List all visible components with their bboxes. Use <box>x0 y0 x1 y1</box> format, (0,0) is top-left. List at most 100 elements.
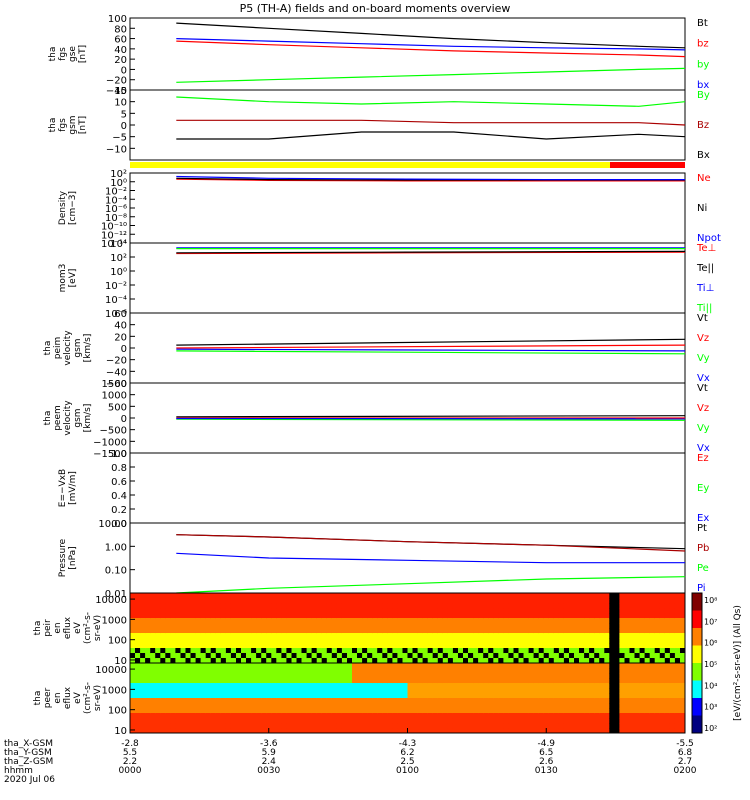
spectrogram-cell <box>523 708 529 714</box>
spectrogram-cell <box>442 623 449 629</box>
spectrogram-cell <box>493 703 499 709</box>
spectrogram-cell <box>674 708 681 714</box>
spectrogram-cell <box>659 678 666 684</box>
spectrogram-cell <box>367 693 373 699</box>
spectrogram-cell <box>599 663 605 669</box>
spectrogram-cell <box>442 728 449 734</box>
spectrogram-cell <box>256 648 262 654</box>
spectrogram-cell <box>513 703 519 709</box>
spectrogram-cell <box>569 653 575 659</box>
spectrogram-cell <box>392 713 398 719</box>
spectrogram-cell <box>205 713 212 719</box>
spectrogram-cell <box>296 713 302 719</box>
spectrogram-cell <box>503 698 509 704</box>
spectrogram-cell <box>452 638 459 644</box>
spectrogram-cell <box>659 648 666 654</box>
spectrogram-cell <box>367 638 373 644</box>
spectrogram-cell <box>659 693 666 699</box>
spectrogram-cell <box>508 693 514 699</box>
spectrogram-cell <box>256 693 262 699</box>
spectrogram-cell <box>321 723 328 729</box>
spectrogram-cell <box>493 698 499 704</box>
spectrogram-cell <box>442 668 449 674</box>
spectrogram-cell <box>664 713 671 719</box>
spectrogram-cell <box>195 638 202 644</box>
spectrogram-cell <box>488 713 494 719</box>
spectrogram-cell <box>619 618 625 624</box>
spectrogram-cell <box>150 598 156 604</box>
spectrogram-cell <box>458 633 464 639</box>
spectrogram-cell <box>493 633 499 639</box>
spectrogram-cell <box>609 603 615 609</box>
spectrogram-cell <box>498 708 504 714</box>
spectrogram-cell <box>145 728 151 734</box>
spectrogram-cell <box>432 593 439 599</box>
spectrogram-cell <box>145 698 151 704</box>
spectrogram-cell <box>442 603 449 609</box>
spectrogram-cell <box>553 628 560 634</box>
spectrogram-cell <box>584 688 590 694</box>
spectrogram-cell <box>619 643 625 649</box>
spectrogram-cell <box>417 663 424 669</box>
spectrogram-cell <box>523 678 529 684</box>
spectrogram-cell <box>236 633 242 639</box>
spectrogram-cell <box>130 673 136 679</box>
spectrogram-cell <box>478 653 484 659</box>
spectrogram-cell <box>382 718 388 724</box>
spectrogram-cell <box>326 673 333 679</box>
spectrogram-cell <box>518 643 524 649</box>
spectrogram-cell <box>488 608 494 614</box>
spectrogram-cell <box>563 728 570 734</box>
spectrogram-cell <box>664 603 671 609</box>
spectrogram-cell <box>311 678 318 684</box>
spectrogram-cell <box>569 623 575 629</box>
spectrogram-cell <box>523 668 529 674</box>
spectrogram-cell <box>175 718 181 724</box>
spectrogram-cell <box>478 718 484 724</box>
spectrogram-cell <box>619 663 625 669</box>
spectrogram-cell <box>422 683 429 689</box>
spectrogram-cell <box>241 688 247 694</box>
spectrogram-cell <box>493 593 499 599</box>
spectrogram-cell <box>165 648 171 654</box>
spectrogram-cell <box>533 658 540 664</box>
spectrogram-cell <box>306 648 313 654</box>
spectrogram-cell <box>261 703 267 709</box>
spectrogram-cell <box>594 603 600 609</box>
spectrogram-cell <box>458 718 464 724</box>
spectrogram-cell <box>331 658 338 664</box>
spectrogram-cell <box>553 678 560 684</box>
spectrogram-cell <box>422 653 429 659</box>
spectrogram-cell <box>261 648 267 654</box>
spectrogram-cell <box>523 723 529 729</box>
spectrogram-cell <box>422 598 429 604</box>
spectrogram-cell <box>528 613 535 619</box>
series-line-Vy <box>176 418 686 421</box>
spectrogram-cell <box>584 678 590 684</box>
series-line-Bz <box>176 119 686 126</box>
spectrogram-cell <box>518 683 524 689</box>
spectrogram-cell <box>261 708 267 714</box>
spectrogram-cell <box>367 633 373 639</box>
spectrogram-cell <box>553 683 560 689</box>
spectrogram-cell <box>523 648 529 654</box>
spectrogram-cell <box>447 613 454 619</box>
spectrogram-cell <box>377 593 383 599</box>
spectrogram-cell <box>619 728 625 734</box>
y-axis-label: eflux <box>63 686 73 709</box>
y-axis-label: E=−VxB <box>58 469 68 507</box>
spectrogram-cell <box>180 713 186 719</box>
colorbar-tick-label: 10⁷ <box>704 617 717 626</box>
spectrogram-cell <box>301 688 307 694</box>
spectrogram-cell <box>669 633 676 639</box>
spectrogram-cell <box>261 713 267 719</box>
spectrogram-cell <box>478 648 484 654</box>
spectrogram-cell <box>387 628 393 634</box>
spectrogram-cell <box>553 713 560 719</box>
y-tick-label: 10000 <box>95 665 127 676</box>
spectrogram-cell <box>669 663 676 669</box>
spectrogram-cell <box>306 668 313 674</box>
spectrogram-cell <box>372 728 378 734</box>
spectrogram-cell <box>478 698 484 704</box>
spectrogram-cell <box>397 628 403 634</box>
